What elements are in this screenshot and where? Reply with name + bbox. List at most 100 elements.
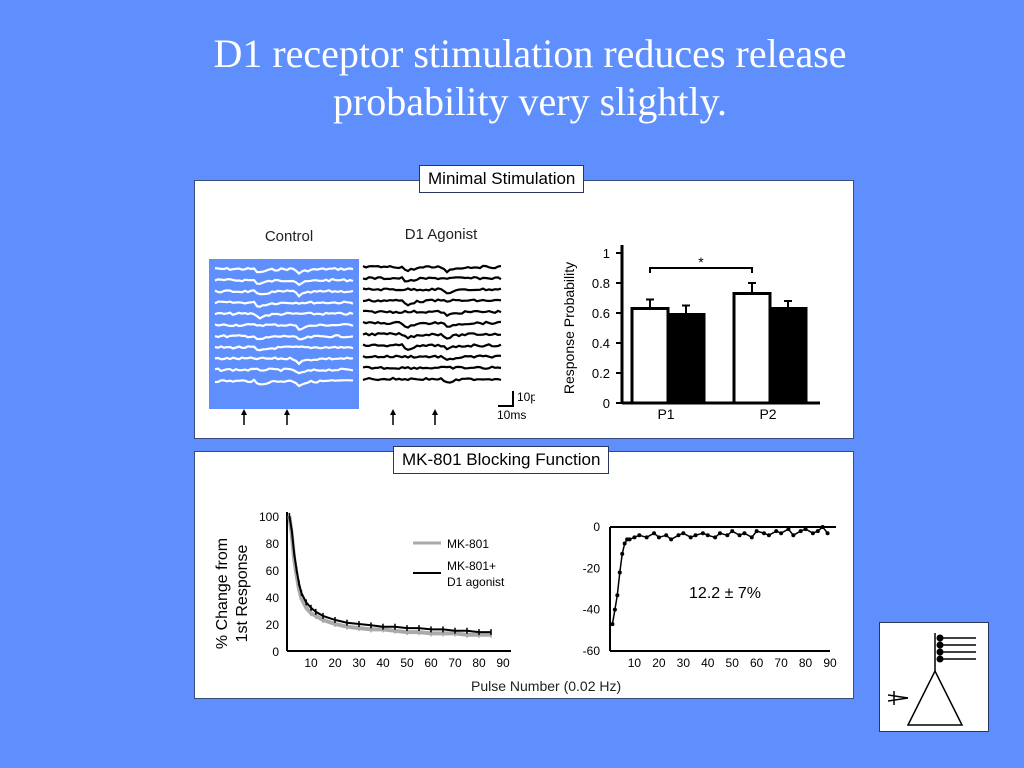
difference-point <box>737 533 742 538</box>
minimal-stimulation-panel: Control D1 Agonist 10pA 10ms 00.20.40.60… <box>194 180 854 439</box>
y-tick-label: 40 <box>266 591 280 605</box>
x-tick-label: 60 <box>750 656 764 670</box>
x-tick-label: P2 <box>759 406 776 422</box>
difference-point <box>664 533 669 538</box>
difference-point <box>700 531 705 536</box>
difference-point <box>637 533 642 538</box>
difference-point <box>798 529 803 534</box>
bar <box>666 313 706 405</box>
significance-bracket <box>649 267 753 273</box>
stimulus-arrowhead <box>432 409 438 415</box>
difference-point <box>644 535 649 540</box>
x-tick-label: 60 <box>424 656 438 670</box>
x-tick-label: 20 <box>652 656 666 670</box>
current-trace <box>362 264 502 274</box>
current-trace <box>214 322 354 331</box>
x-tick-label: 30 <box>677 656 691 670</box>
current-trace <box>362 309 502 318</box>
current-trace <box>362 354 502 361</box>
minimal-stimulation-label: Minimal Stimulation <box>419 165 585 193</box>
y-tick-label: 0 <box>593 520 600 534</box>
mk801-blocking-label: MK-801 Blocking Function <box>393 446 610 474</box>
difference-point <box>620 551 625 556</box>
bar <box>630 307 670 405</box>
legend-label-mk801: MK-801 <box>447 537 489 551</box>
ephys-traces-figure: Control D1 Agonist 10pA 10ms <box>209 226 535 425</box>
bar <box>732 292 772 405</box>
response-probability-chart: 0 0.2 0.4 0.6 0.8 1 Response Probability P1 P2 * <box>561 245 820 422</box>
x-tick-label: P1 <box>657 406 674 422</box>
x-tick-label: 80 <box>799 656 813 670</box>
difference-point <box>681 531 686 536</box>
current-trace <box>362 275 502 283</box>
y-tick-label: 80 <box>266 537 280 551</box>
difference-point <box>749 535 754 540</box>
difference-point <box>815 529 820 534</box>
stimulus-arrowhead <box>241 409 247 415</box>
x-tick-label: 70 <box>774 656 788 670</box>
current-trace <box>214 356 354 366</box>
current-trace <box>214 300 354 308</box>
y-axis-label: Response Probability <box>561 262 577 394</box>
scale-current-label: 10pA <box>517 390 535 404</box>
x-tick-label: 90 <box>496 656 510 670</box>
difference-point <box>612 607 617 612</box>
difference-point <box>779 531 784 536</box>
current-trace <box>362 320 502 329</box>
x-tick-label: 80 <box>472 656 486 670</box>
scale-bar <box>498 391 514 407</box>
difference-point <box>705 533 710 538</box>
stimulus-arrowhead <box>284 409 290 415</box>
x-tick-label: 70 <box>448 656 462 670</box>
difference-point <box>774 529 779 534</box>
y-tick-label: -60 <box>583 644 601 658</box>
difference-point <box>766 533 771 538</box>
significance-marker: * <box>698 254 704 270</box>
y-tick-label: 20 <box>266 618 280 632</box>
difference-annotation: 12.2 ± 7% <box>689 585 761 602</box>
current-trace <box>214 345 354 352</box>
current-trace <box>214 333 354 341</box>
legend-label-mk801-d1-line1: MK-801+ <box>447 559 496 573</box>
control-label: Control <box>265 228 313 245</box>
difference-point <box>762 531 766 536</box>
stimulus-arrowhead <box>390 409 396 415</box>
difference-point <box>718 531 722 536</box>
current-trace <box>214 289 354 298</box>
x-tick-label: 50 <box>726 656 740 670</box>
control-trace-background <box>209 259 359 409</box>
x-tick-label: 40 <box>701 656 715 670</box>
x-tick-label: 20 <box>328 656 342 670</box>
slide-title: D1 receptor stimulation reduces release … <box>60 30 1000 126</box>
difference-point <box>652 531 656 536</box>
scale-time-label: 10ms <box>497 408 526 422</box>
current-trace <box>214 367 354 375</box>
y-tick-label: 0 <box>272 645 279 659</box>
legend-label-mk801-d1-line2: D1 agonist <box>447 575 505 589</box>
difference-chart: 0 -20 -40 -60 10 20 30 40 50 60 70 80 90 12.2 ± 7% <box>583 520 837 670</box>
current-trace <box>214 311 354 320</box>
y-tick-label: 100 <box>259 510 279 524</box>
d1-agonist-label: D1 Agonist <box>405 226 478 243</box>
y-tick-label: 0.6 <box>592 306 610 321</box>
difference-point <box>693 533 698 538</box>
slide-title-line1: D1 receptor stimulation reduces release <box>213 31 847 76</box>
difference-point <box>742 531 747 536</box>
difference-point <box>825 531 830 536</box>
y-tick-label: 0.8 <box>592 276 610 291</box>
x-tick-label: 10 <box>628 656 642 670</box>
y-tick-label: 1 <box>603 246 610 261</box>
shared-x-axis-label: Pulse Number (0.02 Hz) <box>471 678 622 694</box>
y-axis-label-line1: % Change from <box>214 538 231 649</box>
current-trace <box>214 266 354 276</box>
y-tick-label: 0 <box>603 396 610 411</box>
difference-point <box>622 541 627 546</box>
difference-point <box>669 537 674 542</box>
difference-point <box>632 535 637 540</box>
x-tick-label: 40 <box>376 656 390 670</box>
current-trace <box>362 298 502 307</box>
difference-point <box>754 529 759 534</box>
mk801-panel: 0 20 40 60 80 100 10 20 30 40 50 60 70 80 90 % Change f… <box>194 451 854 699</box>
current-trace <box>362 287 502 295</box>
difference-point <box>656 535 661 540</box>
